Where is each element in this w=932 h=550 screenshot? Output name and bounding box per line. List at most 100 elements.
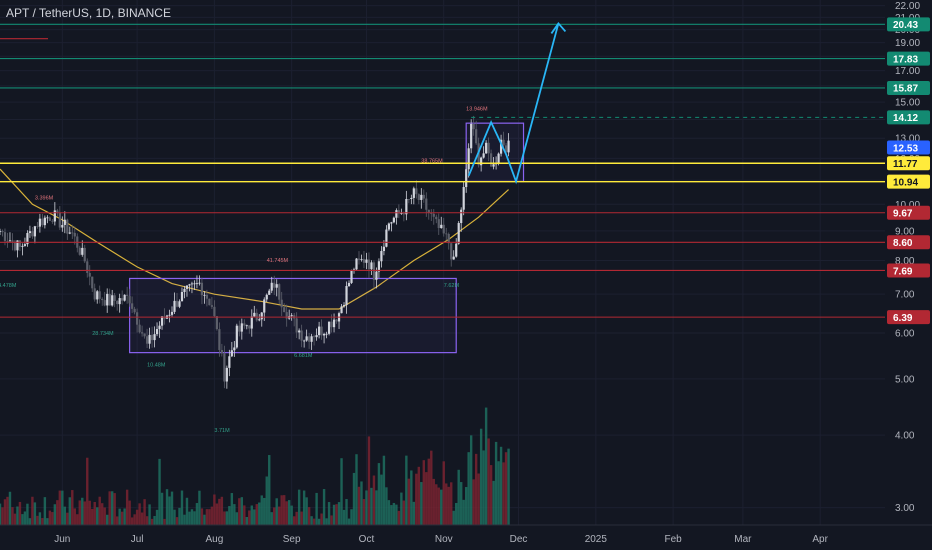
candle-body	[492, 164, 495, 167]
time-tick-label: Nov	[435, 534, 453, 545]
level-badge	[887, 174, 930, 189]
candle-body	[31, 231, 34, 237]
candle-body	[178, 301, 181, 307]
volume-bar	[430, 450, 433, 525]
candle-body	[240, 323, 243, 332]
candle-body	[432, 213, 435, 217]
candle-body	[158, 325, 161, 330]
volume-bar	[16, 506, 19, 525]
candle-body	[145, 336, 149, 344]
volume-bar	[123, 508, 126, 525]
volume-bar	[360, 481, 363, 525]
annotation-label: 41.745M	[267, 258, 289, 264]
candle-body	[507, 140, 510, 153]
volume-bar	[482, 450, 485, 525]
volume-bar	[108, 491, 111, 525]
price-tick-label: 10.00	[895, 200, 920, 211]
candle-body	[11, 240, 14, 242]
volume-bar	[253, 509, 256, 525]
level-badge	[887, 156, 930, 171]
level-badge-label: 7.69	[893, 266, 913, 277]
volume-bar	[417, 466, 421, 525]
candle-body	[475, 129, 478, 144]
volume-bar	[494, 441, 498, 525]
candle-body	[63, 219, 66, 225]
candle-body	[385, 229, 388, 247]
volume-bar	[370, 487, 373, 525]
volume-bar	[342, 509, 346, 525]
candle-body	[367, 259, 371, 270]
candle-body	[180, 292, 184, 302]
volume-bar	[28, 518, 32, 525]
candle-body	[113, 295, 116, 301]
candle-body	[335, 319, 338, 322]
annotation-label: 14.478M	[0, 283, 17, 289]
volume-bar	[317, 518, 321, 525]
time-tick-label: Aug	[205, 534, 223, 545]
volume-bar	[385, 487, 388, 525]
candle-body	[275, 284, 278, 288]
candle-body	[465, 169, 468, 188]
candle-body	[38, 218, 41, 227]
volume-bar	[412, 501, 416, 525]
candle-body	[200, 282, 204, 296]
volume-bar	[420, 482, 423, 525]
time-tick-label: Jun	[54, 534, 70, 545]
candle-body	[190, 283, 194, 285]
volume-bar	[76, 514, 79, 525]
candle-body	[155, 329, 159, 335]
candle-body	[126, 294, 129, 296]
volume-bar	[193, 511, 196, 525]
time-tick-label: Feb	[664, 534, 682, 545]
candle-body	[223, 353, 226, 382]
volume-bar	[36, 515, 39, 525]
projection-path	[467, 23, 560, 185]
volume-bar	[365, 490, 368, 525]
candle-body	[400, 213, 403, 214]
volume-bar	[105, 514, 109, 525]
candle-body	[437, 219, 440, 229]
candle-body	[23, 244, 27, 246]
volume-bar	[300, 511, 303, 525]
volume-bar	[43, 497, 47, 525]
volume-bar	[51, 512, 54, 525]
candle-body	[245, 325, 248, 327]
candle-body	[499, 139, 503, 154]
volume-bar	[464, 487, 468, 525]
candle-body	[16, 240, 19, 251]
price-tick-label: 5.00	[895, 374, 915, 385]
volume-bar	[410, 470, 413, 525]
price-tick-label: 6.00	[895, 328, 915, 339]
volume-bar	[340, 458, 343, 525]
volume-bar	[278, 506, 281, 525]
volume-bar	[11, 507, 14, 525]
volume-bar	[474, 453, 478, 525]
candle-body	[121, 298, 124, 301]
volume-bar	[265, 476, 268, 525]
volume-bar	[484, 407, 488, 525]
volume-bar	[499, 446, 503, 525]
volume-bar	[479, 428, 483, 525]
current-price-label: 12.53	[893, 143, 918, 154]
candle-body	[68, 232, 71, 234]
price-tick-label: 9.00	[895, 226, 915, 237]
volume-bar	[215, 503, 219, 525]
volume-bar	[8, 491, 12, 525]
volume-bar	[375, 490, 378, 525]
candle-body	[467, 148, 470, 170]
candle-body	[440, 224, 443, 229]
candle-body	[228, 356, 231, 368]
volume-bar	[208, 509, 211, 525]
volume-bar	[400, 492, 403, 525]
candle-body	[233, 347, 236, 351]
candle-body	[407, 198, 410, 200]
candle-body	[96, 291, 99, 300]
volume-bar	[362, 499, 366, 525]
volume-bar	[487, 438, 490, 525]
candle-body	[101, 298, 104, 301]
volume-bar	[3, 499, 7, 525]
volume-bar	[148, 504, 151, 525]
annotation-label: 13.946M	[466, 107, 488, 113]
volume-bar	[103, 507, 106, 525]
